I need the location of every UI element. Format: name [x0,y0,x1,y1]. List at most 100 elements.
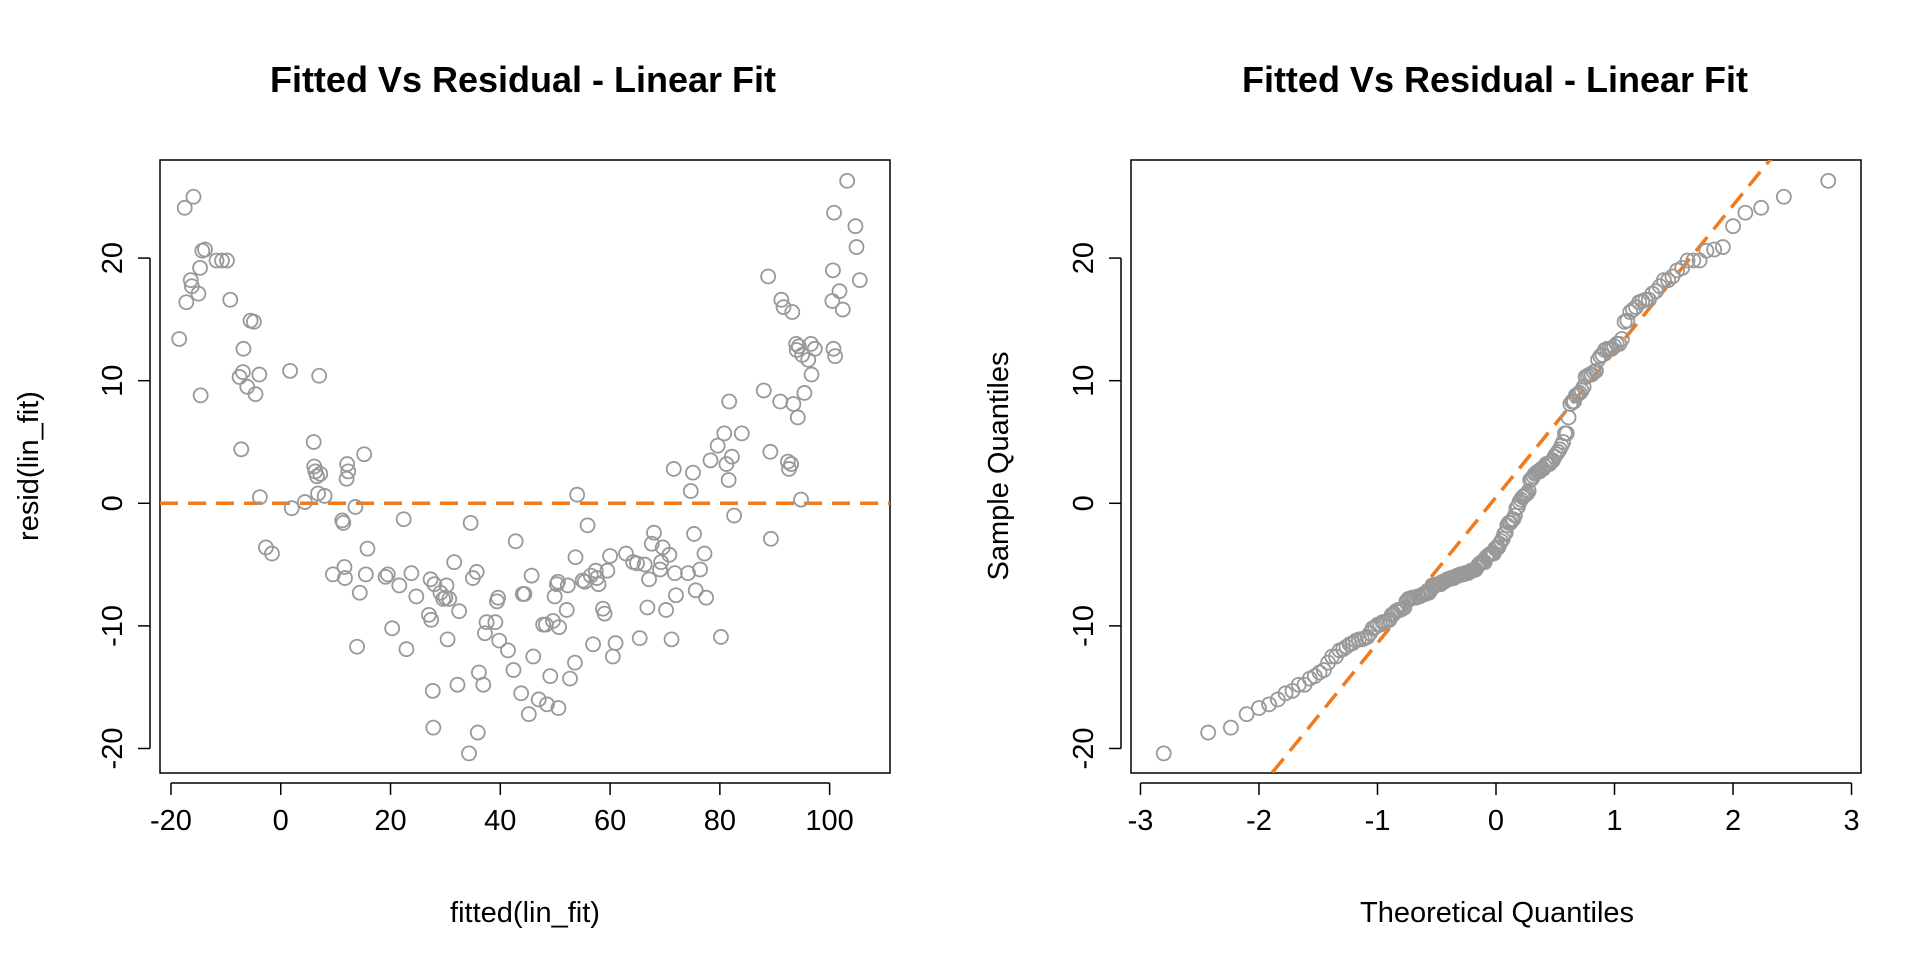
data-point [424,682,441,699]
data-point [702,452,719,469]
data-point [839,172,856,189]
y-tick-label: -10 [97,605,129,647]
data-point [696,545,713,562]
data-point [762,530,779,547]
data-point [245,313,262,330]
x-tick-label: -2 [1246,805,1272,837]
data-point [312,465,329,482]
data-point [1548,446,1565,463]
data-point [185,188,202,205]
data-point [1655,272,1672,289]
data-point [686,526,702,542]
data-point [1516,488,1532,504]
data-point [1506,507,1523,524]
data-point [559,577,576,594]
data-point [477,625,493,642]
data-point [475,676,492,693]
data-point [1753,199,1770,216]
data-point [1660,272,1676,289]
y-tick-label: 20 [97,242,129,274]
data-point [716,425,733,442]
data-point [1200,724,1217,741]
y-tick-label: -20 [1068,728,1100,770]
data-point [760,268,777,285]
x-tick-label: -1 [1365,805,1391,837]
data-point [398,641,415,658]
data-point [550,700,567,716]
data-point [182,272,199,289]
data-point [490,589,507,606]
data-point [851,272,868,289]
data-point [831,283,848,300]
data-point [264,545,280,562]
data-point [790,338,807,355]
data-point [523,567,540,584]
y-tick-label: 0 [1068,495,1100,511]
qq-plot-frame [1130,159,1862,774]
data-point [214,252,230,269]
qq-plot-panel: Fitted Vs Residual - Linear Fit -3 -2 -1 0 1… [983,59,1862,929]
data-point [351,584,368,601]
data-point [1222,719,1239,736]
data-point [1555,434,1572,450]
data-point [1277,685,1294,702]
data-point [579,517,596,534]
data-point [567,549,584,566]
data-point [803,366,820,383]
reference-line [1269,160,1773,773]
data-point [530,691,547,708]
data-point [1706,241,1723,258]
data-point [562,670,578,687]
data-point [391,577,408,594]
y-tick-label: 0 [97,495,129,511]
data-point [297,494,313,510]
data-point [604,648,621,665]
x-tick-label: 1 [1606,805,1622,837]
data-point [646,524,662,541]
data-point [247,386,264,403]
qq-plot-title: Fitted Vs Residual - Linear Fit [1242,59,1748,100]
qq-plot-y-axis: -20 -10 0 10 20 [1068,242,1122,770]
data-point [652,561,668,578]
data-point [643,535,660,552]
data-point [439,631,456,648]
data-point [520,706,537,723]
data-point [631,630,648,647]
residual-plot-y-label: resid(lin_fit) [13,391,45,541]
data-point [546,588,563,605]
data-point [726,507,743,524]
data-point [1517,486,1534,503]
data-point [251,366,268,383]
data-point [629,555,645,572]
data-point [1685,252,1702,269]
data-point [596,605,613,622]
data-point [1560,409,1577,426]
data-point [1558,425,1575,442]
data-point [197,241,213,258]
data-point [1583,366,1600,383]
y-tick-label: -10 [1068,605,1100,647]
x-tick-label: 3 [1843,805,1859,837]
data-point [803,335,819,352]
qq-plot-x-label: Theoretical Quantiles [1360,897,1634,929]
data-point [826,204,842,221]
data-point [558,602,575,618]
data-point [505,662,522,678]
data-point [567,654,583,671]
data-point [305,434,322,450]
data-point [1493,533,1510,550]
data-point [721,393,738,410]
x-tick-label: 60 [594,805,626,837]
data-point [783,456,800,472]
y-tick-label: 10 [1068,365,1100,397]
x-tick-label: 100 [805,805,853,837]
data-point [796,385,813,401]
data-point [234,364,251,380]
data-point [446,554,463,571]
data-point [1737,204,1754,221]
data-point [1575,378,1592,395]
data-point [590,576,607,593]
data-point [589,570,605,586]
data-point [539,696,555,713]
